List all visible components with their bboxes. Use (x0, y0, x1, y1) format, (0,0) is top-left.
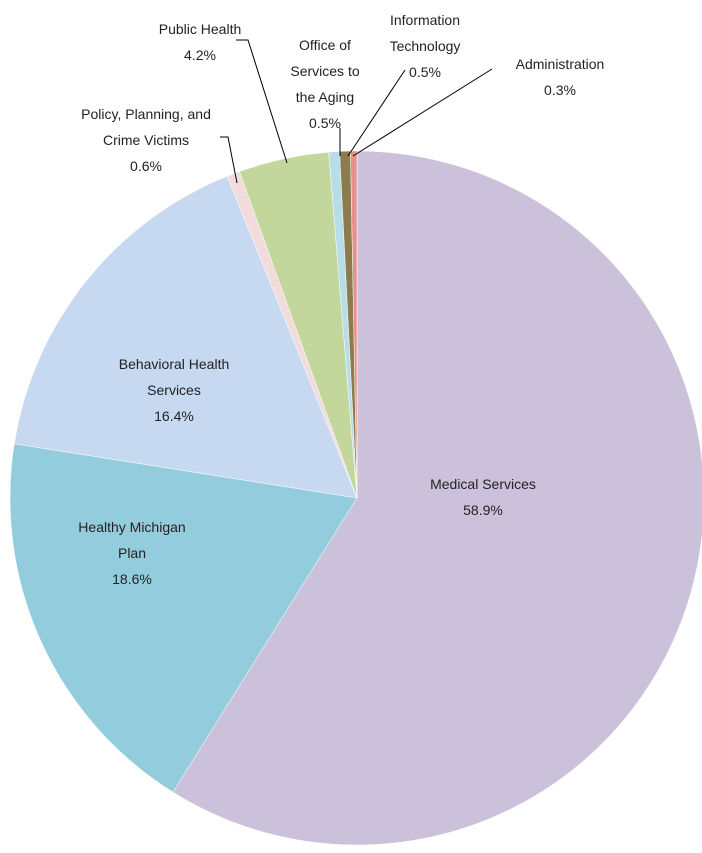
category-name: Public Health (158, 21, 242, 37)
value-label: 58.9% (463, 502, 503, 518)
value-label: 16.4% (154, 408, 194, 424)
category-name: Policy, Planning, and Crime Victims (81, 106, 211, 148)
slice-label: Office of Services to the Aging 0.5% (280, 32, 370, 136)
slice-label: Information Technology 0.5% (370, 7, 480, 85)
slice-label: Healthy Michigan Plan 18.6% (65, 514, 200, 592)
leader-line (236, 39, 288, 164)
value-label: 0.5% (409, 64, 441, 80)
value-label: 18.6% (112, 571, 152, 587)
category-name: Administration (515, 56, 605, 72)
slice-label: Behavioral Health Services 16.4% (102, 351, 247, 429)
value-label: 4.2% (184, 47, 216, 63)
category-name: Medical Services (430, 476, 536, 492)
pie-slice (350, 150, 358, 499)
value-label: 0.5% (309, 115, 341, 131)
slice-label: Medical Services 58.9% (383, 471, 583, 523)
pie-slice (172, 150, 702, 846)
leader-line (352, 68, 493, 157)
category-name: Healthy Michigan Plan (78, 519, 186, 561)
pie-slice (9, 443, 358, 793)
slice-label: Administration 0.3% (485, 51, 635, 103)
leader-line (220, 136, 238, 184)
slice-label: Policy, Planning, and Crime Victims 0.6% (66, 101, 226, 179)
leader-line (347, 69, 406, 157)
category-name: Information Technology (389, 12, 461, 54)
value-label: 0.3% (544, 82, 576, 98)
category-name: Office of Services to the Aging (290, 37, 360, 105)
pie-slice (13, 175, 358, 499)
value-label: 0.6% (130, 158, 162, 174)
slice-label: Public Health 4.2% (140, 16, 260, 68)
category-name: Behavioral Health Services (118, 356, 230, 398)
